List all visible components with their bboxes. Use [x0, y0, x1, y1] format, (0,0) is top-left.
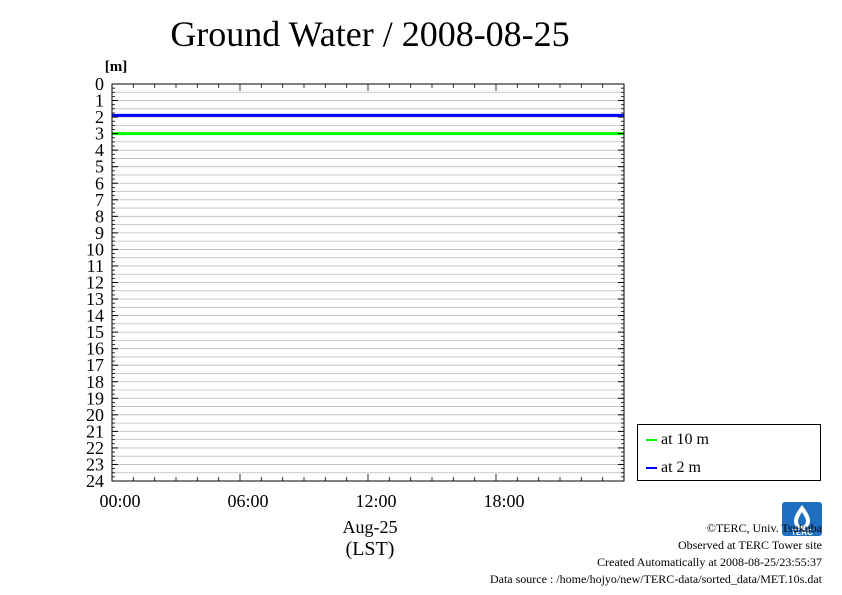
credit-source: Data source : /home/hojyo/new/TERC-data/…: [489, 572, 822, 586]
y-tick-label: 18: [86, 372, 104, 392]
y-tick-label: 7: [95, 190, 104, 210]
x-tick-label: 18:00: [483, 491, 524, 511]
x-axis-label: Aug-25: [343, 517, 398, 537]
y-tick-label: 6: [95, 173, 104, 193]
logo-text: TERC: [791, 528, 813, 536]
y-tick-label: 22: [86, 438, 104, 458]
credits: ©TERC, Univ. Tsukuba Observed at TERC To…: [490, 520, 822, 588]
legend-label-2m: at 2 m: [661, 459, 701, 476]
y-axis-label: [m]: [105, 59, 128, 75]
y-tick-label: 17: [86, 355, 104, 375]
y-tick-label: 13: [86, 289, 104, 309]
credit-observed: Observed at TERC Tower site: [677, 538, 822, 552]
legend-swatch-2m: [646, 467, 657, 469]
y-tick-label: 11: [87, 256, 104, 276]
y-tick-label: 5: [95, 157, 104, 177]
legend-label-10m: at 10 m: [661, 431, 709, 448]
y-tick-label: 2: [95, 107, 104, 127]
y-tick-label: 0: [95, 74, 104, 94]
x-tick-label: 00:00: [99, 491, 140, 511]
chart-title: Ground Water / 2008-08-25: [170, 14, 570, 54]
y-tick-label: 4: [95, 140, 104, 160]
y-tick-label: 23: [86, 454, 104, 474]
axis-labels: 0123456789101112131415161718192021222324…: [86, 59, 525, 560]
x-tick-label: 06:00: [227, 491, 268, 511]
legend: at 10 m at 2 m: [637, 424, 821, 481]
x-tick-label: 12:00: [355, 491, 396, 511]
credit-copyright: ©TERC, Univ. Tsukuba: [706, 521, 822, 535]
y-tick-label: 16: [86, 339, 104, 359]
y-tick-label: 12: [86, 273, 104, 293]
y-tick-label: 19: [86, 388, 104, 408]
y-tick-label: 20: [86, 405, 104, 425]
x-axis-sublabel: (LST): [346, 538, 395, 560]
y-tick-label: 8: [95, 206, 104, 226]
credit-created: Created Automatically at 2008-08-25/23:5…: [597, 555, 822, 569]
legend-item-2m: at 2 m: [646, 459, 701, 477]
y-tick-label: 14: [86, 306, 104, 326]
y-tick-label: 9: [95, 223, 104, 243]
y-tick-label: 1: [95, 91, 104, 111]
axis-ticks: [111, 83, 625, 482]
grid-lines: [112, 83, 624, 482]
legend-swatch-10m: [646, 439, 657, 441]
y-tick-label: 24: [86, 471, 104, 491]
terc-logo: TERC: [782, 502, 822, 536]
legend-item-10m: at 10 m: [646, 431, 709, 449]
y-tick-label: 10: [86, 239, 104, 259]
y-tick-label: 21: [86, 421, 104, 441]
series-lines: [112, 113, 624, 136]
y-tick-label: 3: [95, 124, 104, 144]
y-tick-label: 15: [86, 322, 104, 342]
